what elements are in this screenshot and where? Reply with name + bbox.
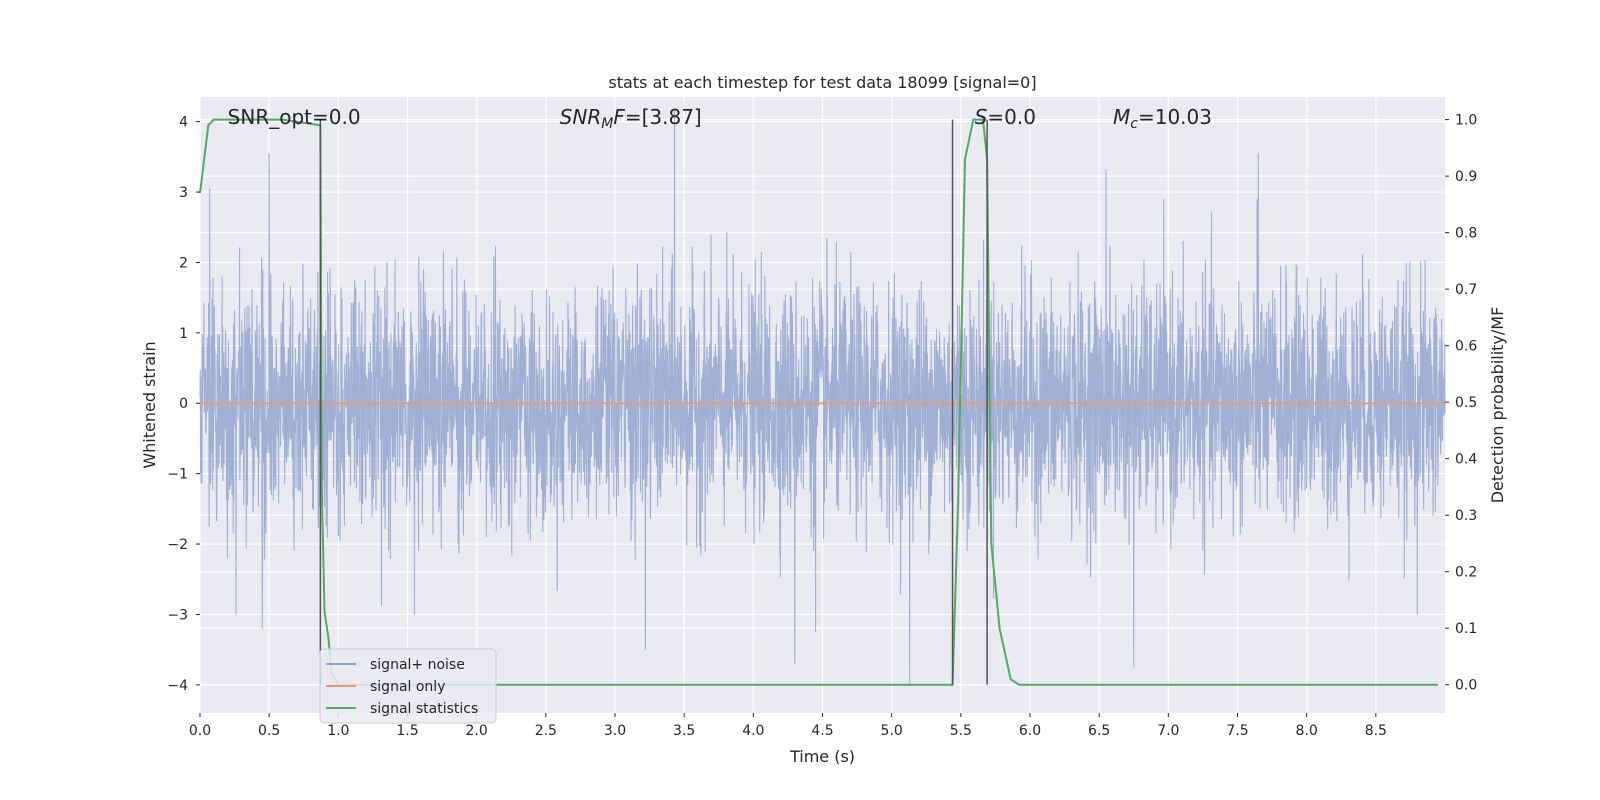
- y-left-tick-label: −1: [167, 467, 188, 483]
- y-left-tick-label: 1: [179, 326, 188, 342]
- x-tick-label: 8.0: [1296, 723, 1318, 739]
- y-right-tick-label: 0.7: [1455, 282, 1477, 298]
- y-right-tick-label: 1.0: [1455, 113, 1477, 129]
- x-tick-label: 4.0: [742, 723, 764, 739]
- x-tick-label: 5.0: [881, 723, 903, 739]
- legend: signal+ noise signal only signal statist…: [319, 648, 497, 724]
- x-tick-label: 1.0: [327, 723, 349, 739]
- x-tick-label: 2.5: [535, 723, 557, 739]
- y-right-tick-label: 0.4: [1455, 452, 1477, 468]
- x-tick-label: 0.5: [258, 723, 280, 739]
- x-tick-label: 2.0: [466, 723, 488, 739]
- annotation-part: =0.0: [987, 105, 1036, 129]
- y-right-tick-label: 0.2: [1455, 565, 1477, 581]
- x-tick-label: 0.0: [189, 723, 211, 739]
- y-right-tick-label: 0.1: [1455, 621, 1477, 637]
- y-right-tick-label: 0.0: [1455, 678, 1477, 694]
- y-left-tick-label: −4: [167, 678, 188, 694]
- annotation-s-stat: S=0.0: [975, 105, 1036, 129]
- y-left-tick-label: −3: [167, 607, 188, 623]
- annotation-part: SNR: [560, 105, 602, 129]
- x-tick-label: 7.5: [1226, 723, 1248, 739]
- y-left-tick-label: 2: [179, 255, 188, 271]
- y-left-axis-label: Whitened strain: [140, 341, 159, 468]
- annotation-part: c: [1130, 116, 1138, 132]
- annotation-chirp-mass: Mc=10.03: [1113, 105, 1212, 132]
- grid-lines: [199, 97, 1445, 713]
- x-tick-label: 1.5: [396, 723, 418, 739]
- annotation-part: S: [975, 105, 988, 129]
- annotation-part: =10.03: [1138, 105, 1212, 129]
- x-tick-label: 3.5: [673, 723, 695, 739]
- vertical-markers: [319, 119, 988, 685]
- annotation-snr-opt: SNR_opt=0.0: [228, 105, 361, 129]
- y-right-tick-label: 0.3: [1455, 508, 1477, 524]
- legend-label-signal-noise: signal+ noise: [370, 657, 465, 673]
- line-signal-statistics: [199, 118, 1439, 686]
- tick-labels: 0.0 0.5 1.0 1.5 2.0 2.5 3.0 3.5 4.0 4.5 5.0 5.5 6.0 6…: [167, 113, 1477, 739]
- annotation-part: SNR_opt=0.0: [228, 105, 361, 129]
- annotation-part: F: [613, 105, 625, 129]
- annotation-snr-mf: SNRMF=[3.87]: [560, 105, 702, 132]
- annotation-part: =[3.87]: [625, 105, 702, 129]
- y-left-tick-label: 0: [179, 396, 188, 412]
- annotation-part: M: [601, 116, 613, 132]
- y-left-tick-label: 3: [179, 185, 188, 201]
- y-right-tick-label: 0.9: [1455, 169, 1477, 185]
- annotation-part: M: [1113, 105, 1130, 129]
- trace-signal-noise: [199, 107, 1446, 685]
- x-tick-label: 3.0: [604, 723, 626, 739]
- y-right-tick-label: 0.8: [1455, 226, 1477, 242]
- x-tick-label: 4.5: [811, 723, 833, 739]
- x-tick-label: 6.0: [1019, 723, 1041, 739]
- y-right-tick-label: 0.5: [1455, 395, 1477, 411]
- y-right-axis-label: Detection probability/MF: [1488, 307, 1507, 504]
- x-tick-label: 6.5: [1088, 723, 1110, 739]
- series-lines: [199, 118, 1445, 686]
- y-left-tick-label: −2: [167, 537, 188, 553]
- x-tick-label: 8.5: [1365, 723, 1387, 739]
- chart-title: stats at each timestep for test data 180…: [608, 73, 1036, 92]
- x-tick-label: 5.5: [950, 723, 972, 739]
- y-left-tick-label: 4: [179, 115, 188, 131]
- x-axis-label: Time (s): [789, 747, 855, 766]
- legend-box: [319, 648, 497, 724]
- series-signal-noise: [199, 107, 1446, 685]
- legend-label-signal-statistics: signal statistics: [370, 701, 478, 717]
- x-tick-label: 7.0: [1157, 723, 1179, 739]
- y-right-tick-label: 0.6: [1455, 339, 1477, 355]
- annotations: SNR_opt=0.0 SNRMF=[3.87] S=0.0 Mc=10.03: [228, 105, 1212, 132]
- legend-label-signal-only: signal only: [370, 679, 445, 695]
